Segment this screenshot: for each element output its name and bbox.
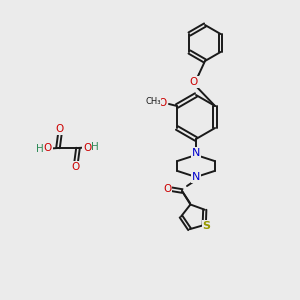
Text: O: O (190, 77, 198, 87)
Text: H: H (91, 142, 99, 152)
Text: O: O (56, 124, 64, 134)
Text: O: O (72, 162, 80, 172)
Text: N: N (192, 172, 200, 182)
Text: O: O (163, 184, 171, 194)
Text: S: S (202, 221, 210, 231)
Text: H: H (36, 144, 44, 154)
Text: O: O (83, 143, 91, 153)
Text: O: O (159, 98, 167, 108)
Text: N: N (192, 148, 200, 158)
Text: CH₃: CH₃ (145, 98, 161, 106)
Text: O: O (44, 143, 52, 153)
